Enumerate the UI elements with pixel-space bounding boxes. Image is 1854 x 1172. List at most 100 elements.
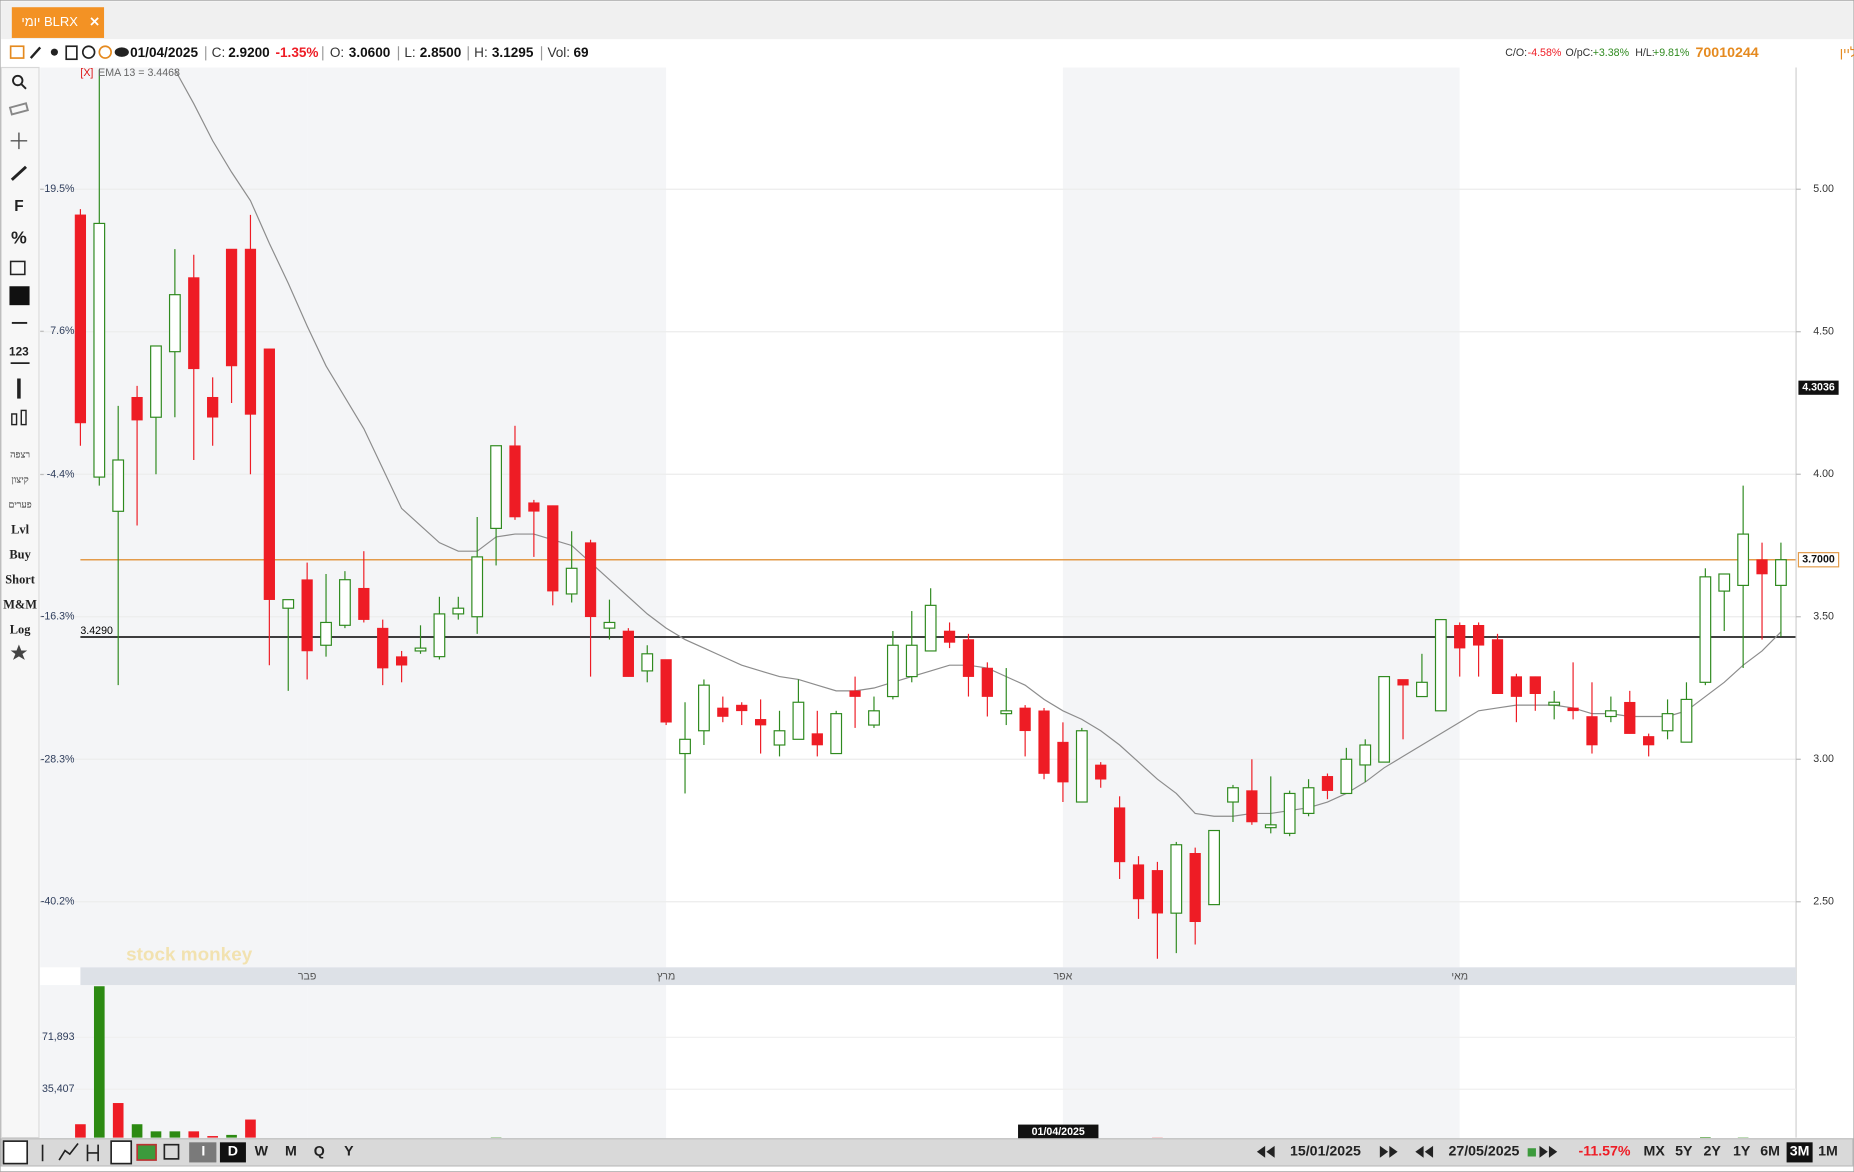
y2-tick-label: -28.3% xyxy=(41,754,75,766)
range-button[interactable]: MX xyxy=(1644,1144,1666,1160)
axes: 2.50 3.00 3.50 4.00 4.50 5.00 19.5% 7.6% -4.4% -1… xyxy=(40,183,1834,908)
tool-eraser[interactable] xyxy=(8,102,29,116)
from-date[interactable]: 15/01/2025 xyxy=(1290,1144,1361,1160)
x-tick-label: מרץ xyxy=(657,971,675,983)
tab[interactable] xyxy=(11,7,105,38)
nav-next[interactable] xyxy=(1539,1145,1548,1158)
nav-prev[interactable] xyxy=(1424,1145,1434,1158)
nav-first[interactable] xyxy=(1256,1145,1266,1158)
tool-label[interactable]: Lvl xyxy=(11,522,29,536)
range-button[interactable]: 5Y xyxy=(1675,1144,1693,1160)
period-button[interactable]: Q xyxy=(314,1144,325,1160)
y2-tick-label: -16.3% xyxy=(41,610,75,622)
x-axis: פבר מרץ אפר מאי xyxy=(298,971,1468,983)
candle-body xyxy=(320,621,332,646)
candle-body xyxy=(603,621,616,629)
range-button[interactable]: 1Y xyxy=(1733,1144,1751,1160)
volume-bar xyxy=(169,1131,181,1138)
candle-body xyxy=(811,733,823,746)
period-button[interactable]: W xyxy=(255,1144,269,1160)
candle-body xyxy=(471,556,484,618)
icon-registered[interactable] xyxy=(81,45,96,59)
candle-body xyxy=(1604,710,1617,718)
period-button[interactable]: I xyxy=(201,1144,205,1160)
range-button[interactable]: 2Y xyxy=(1703,1144,1721,1160)
candle-body xyxy=(1416,681,1428,698)
nav-first[interactable] xyxy=(1415,1145,1424,1158)
volume-month-band xyxy=(307,985,667,1139)
tool-label[interactable]: Buy xyxy=(9,547,31,561)
header-label: C: xyxy=(212,45,226,60)
tool-color[interactable] xyxy=(9,286,30,306)
stat-value: +9.81% xyxy=(1653,47,1690,59)
tool-favorite[interactable] xyxy=(10,644,28,660)
tab-close[interactable] xyxy=(90,17,99,26)
tool-label[interactable]: Log xyxy=(10,623,31,637)
indicator-close[interactable]: [X] xyxy=(80,67,93,79)
candle-body xyxy=(1378,676,1391,763)
month-band xyxy=(1459,67,1797,968)
candle-body xyxy=(74,214,87,424)
tool-zoom[interactable] xyxy=(12,74,24,87)
chart-type-hl[interactable] xyxy=(86,1144,99,1162)
candle-body xyxy=(1454,625,1466,649)
tool-label[interactable]: רצפה xyxy=(10,451,30,461)
header-value: 3.1295 xyxy=(492,45,534,60)
y2-tick-label: 7.6% xyxy=(50,325,75,337)
tool-numbers[interactable]: 123 xyxy=(9,345,29,359)
nav-last[interactable] xyxy=(1548,1145,1558,1158)
candle-body xyxy=(886,644,899,698)
price-line-label: 3.7000 xyxy=(1802,554,1835,566)
y2-tick-label: 19.5% xyxy=(44,183,75,195)
volume-bar xyxy=(490,1137,502,1138)
candle-body xyxy=(1472,625,1485,646)
chart-type-area[interactable] xyxy=(110,1140,133,1165)
icon-target[interactable] xyxy=(98,45,112,59)
candle-body xyxy=(395,656,408,666)
tool-label[interactable]: Short xyxy=(5,573,36,587)
range-button[interactable]: 3M xyxy=(1790,1144,1810,1160)
candle-body xyxy=(1151,870,1164,914)
tool-label[interactable]: קיצון xyxy=(11,476,28,486)
period-button[interactable]: M xyxy=(285,1144,297,1160)
candle-body xyxy=(1075,730,1088,803)
nav-last[interactable] xyxy=(1389,1145,1398,1158)
icon-window[interactable] xyxy=(9,45,25,59)
period-button[interactable]: D xyxy=(228,1144,238,1160)
nav-prev[interactable] xyxy=(1266,1145,1275,1158)
tool-candles[interactable] xyxy=(11,409,27,426)
tool-label[interactable]: M&M xyxy=(3,598,37,612)
tool-percent[interactable]: % xyxy=(11,228,27,248)
nav-next[interactable] xyxy=(1379,1145,1389,1158)
icon-excel[interactable] xyxy=(65,45,78,61)
icon-wrench[interactable] xyxy=(29,46,42,59)
range-button[interactable]: 1M xyxy=(1818,1144,1838,1160)
tool-crosshair[interactable] xyxy=(10,132,28,150)
bottom-controls: I D W M Q Y MX 5Y 2Y 1Y 6M 3M 1M xyxy=(201,1144,1837,1160)
volume-tick-label: 71,893 xyxy=(42,1031,75,1043)
month-band xyxy=(307,67,667,968)
period-button[interactable]: Y xyxy=(344,1144,354,1160)
tool-line[interactable] xyxy=(10,165,28,181)
icon-comment[interactable] xyxy=(114,47,129,57)
chart-type-color[interactable] xyxy=(136,1143,157,1161)
save[interactable] xyxy=(163,1143,180,1160)
icon-share[interactable] xyxy=(50,48,58,56)
tool-pencil[interactable] xyxy=(9,260,26,276)
tool-text[interactable]: F xyxy=(14,198,23,215)
chart-type-line[interactable] xyxy=(58,1142,79,1161)
volume-bar xyxy=(93,986,105,1138)
candle-body xyxy=(1321,776,1334,791)
candle-body xyxy=(188,277,200,370)
header-icons[interactable] xyxy=(9,45,129,61)
stat-label: C/O: xyxy=(1505,47,1527,59)
header-label: Vol: xyxy=(547,45,570,60)
range-button[interactable]: 6M xyxy=(1760,1144,1780,1160)
candle-body xyxy=(1397,679,1409,686)
candle-body xyxy=(528,502,540,512)
chart-type-candle[interactable] xyxy=(2,1140,29,1165)
tool-label[interactable]: פערים xyxy=(8,501,31,511)
to-date[interactable]: 27/05/2025 xyxy=(1448,1144,1519,1160)
lock[interactable] xyxy=(1527,1148,1536,1157)
volume-axis: 35,407 71,893 xyxy=(42,1031,75,1095)
